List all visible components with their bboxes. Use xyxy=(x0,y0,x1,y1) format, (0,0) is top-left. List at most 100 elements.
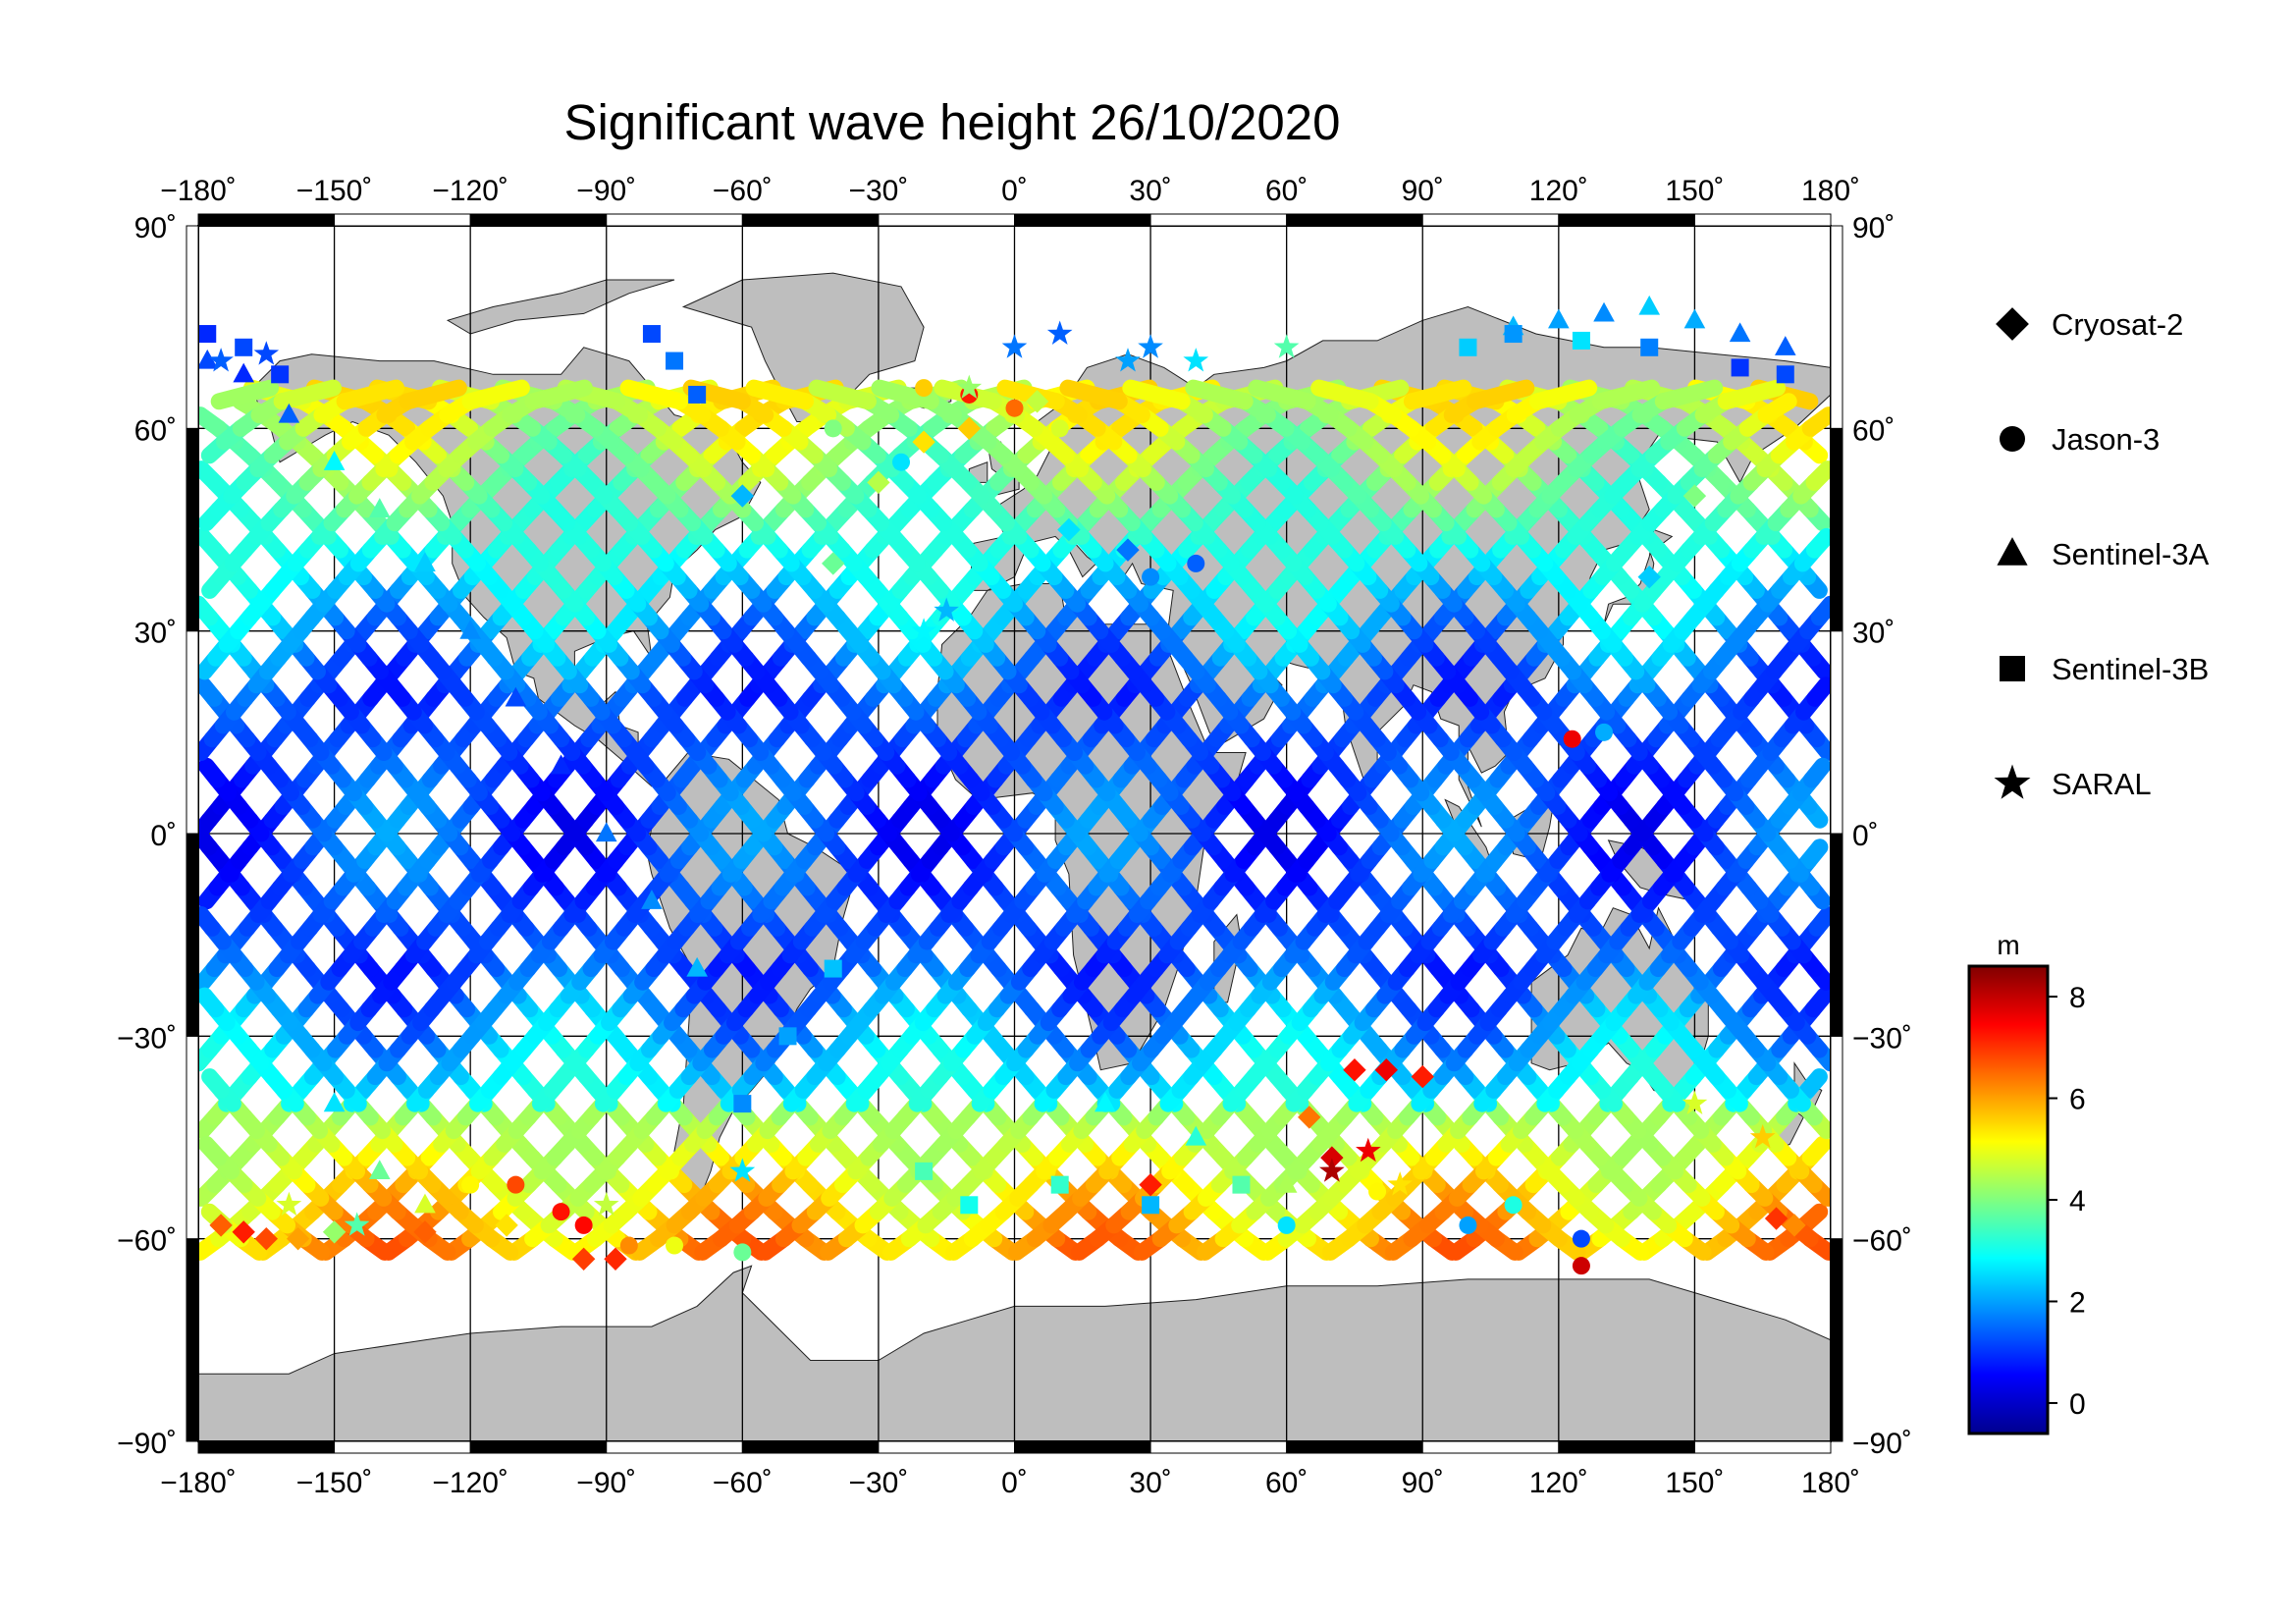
lat-tick-label-right: 30˚ xyxy=(1852,618,1895,650)
colorbar-tick-label: 0 xyxy=(2069,1388,2086,1421)
lon-tick-label-bottom: 0˚ xyxy=(1001,1467,1028,1499)
data-point-square xyxy=(666,352,684,370)
lat-tick-label-left: −60˚ xyxy=(117,1225,177,1258)
track-segment xyxy=(1806,676,1831,707)
track-segment xyxy=(1800,839,1829,869)
colorbar-tick-label: 8 xyxy=(2069,982,2086,1014)
data-point-triangle xyxy=(550,754,572,775)
lat-tick-label-left: 30˚ xyxy=(134,618,177,650)
colorbar-tick-label: 4 xyxy=(2069,1185,2086,1217)
data-point-diamond xyxy=(286,1226,310,1251)
frame-bar-top xyxy=(1693,213,1832,227)
legend-item-circle: Jason-3 xyxy=(2000,422,2160,457)
track-segment xyxy=(1248,379,1316,410)
frame-bar-right xyxy=(1830,1035,1843,1240)
data-point-circle xyxy=(1504,1196,1522,1215)
track-segment xyxy=(1591,379,1661,410)
data-point-circle xyxy=(1142,568,1160,586)
lon-tick-label-bottom: −120˚ xyxy=(432,1467,508,1499)
data-point-diamond xyxy=(322,1220,347,1244)
track-segment xyxy=(1757,393,1797,424)
data-point-diamond xyxy=(1783,1214,1806,1237)
data-point-star xyxy=(956,374,983,399)
data-point-diamond xyxy=(1057,517,1081,542)
lon-tick-label-top: 60˚ xyxy=(1265,175,1308,207)
lat-tick-label-right: 60˚ xyxy=(1852,414,1895,447)
lon-tick-label-top: −180˚ xyxy=(160,175,237,207)
lon-tick-label-bottom: 30˚ xyxy=(1129,1467,1171,1499)
lon-tick-label-bottom: −90˚ xyxy=(576,1467,636,1499)
track-segment xyxy=(198,757,226,788)
colorbar-tick-label: 2 xyxy=(2069,1286,2086,1319)
track-segment xyxy=(201,1068,230,1099)
data-point-triangle xyxy=(1548,308,1570,329)
frame-bar-bottom xyxy=(334,1440,471,1454)
data-point-square xyxy=(688,385,707,404)
track-segment xyxy=(1403,379,1472,410)
data-point-diamond xyxy=(232,1220,255,1244)
data-point-star xyxy=(1387,1171,1413,1196)
data-point-square xyxy=(1142,1196,1160,1215)
data-point-square xyxy=(1640,338,1659,356)
frame-bar-left xyxy=(186,833,199,1037)
data-point-circle xyxy=(461,1175,480,1194)
data-point-triangle xyxy=(595,822,617,842)
track-segment xyxy=(198,1135,228,1166)
track-segment xyxy=(745,379,814,410)
data-point-circle xyxy=(666,1236,684,1255)
data-point-star xyxy=(1356,1137,1381,1163)
data-point-triangle xyxy=(198,349,219,369)
data-point-square xyxy=(960,1196,979,1215)
data-point-square xyxy=(642,325,661,344)
track-segment xyxy=(336,379,404,410)
lon-tick-label-bottom: 90˚ xyxy=(1402,1467,1444,1499)
data-point-diamond xyxy=(1298,1106,1321,1129)
data-point-circle xyxy=(892,453,911,471)
lat-tick-label-left: 60˚ xyxy=(134,414,177,447)
data-point-triangle xyxy=(414,552,436,571)
data-point-triangle xyxy=(505,686,527,707)
data-point-star xyxy=(729,1158,756,1182)
data-point-circle xyxy=(1572,1229,1590,1248)
data-point-diamond xyxy=(571,1247,596,1271)
track-segment xyxy=(1059,379,1128,410)
data-point-triangle xyxy=(1593,301,1615,322)
data-point-square xyxy=(1232,1175,1251,1194)
frame-bar-left xyxy=(186,1238,199,1442)
data-point-triangle xyxy=(233,362,254,383)
frame-bar-bottom xyxy=(1421,1440,1560,1454)
data-point-circle xyxy=(552,1203,570,1221)
data-point-triangle xyxy=(414,1193,436,1214)
track-segment xyxy=(871,379,939,410)
frame-bar-right xyxy=(1830,630,1843,835)
data-point-triangle xyxy=(641,890,663,909)
track-segment xyxy=(1799,1068,1828,1099)
lon-tick-label-top: −120˚ xyxy=(432,175,508,207)
data-point-circle xyxy=(1050,419,1069,438)
track-segment xyxy=(399,379,467,410)
frame-bar-top xyxy=(606,213,743,227)
data-point-square xyxy=(1050,1175,1069,1194)
colorbar-unit-label: m xyxy=(1997,930,2019,960)
data-point-star xyxy=(1682,1090,1708,1114)
data-point-square xyxy=(1572,331,1590,350)
data-point-triangle xyxy=(368,498,391,517)
data-point-diamond xyxy=(1343,1058,1366,1082)
frame-bar-top xyxy=(1014,213,1151,227)
lon-tick-label-bottom: −180˚ xyxy=(160,1467,237,1499)
data-point-diamond xyxy=(1374,1058,1398,1082)
legend-triangle-icon xyxy=(1997,537,2028,566)
lon-tick-label-top: 180˚ xyxy=(1801,175,1860,207)
track-segment xyxy=(1801,1135,1831,1166)
data-point-diamond xyxy=(1139,1172,1162,1197)
data-point-star xyxy=(1138,334,1163,358)
data-point-square xyxy=(235,338,253,356)
legend-square-icon xyxy=(2000,656,2025,681)
lat-tick-label-right: −30˚ xyxy=(1852,1022,1912,1055)
frame-bar-top xyxy=(1558,213,1695,227)
lat-tick-label-left: −90˚ xyxy=(117,1428,177,1460)
data-point-square xyxy=(1776,365,1794,384)
data-point-triangle xyxy=(323,1092,346,1112)
data-point-triangle xyxy=(1275,1172,1298,1193)
legend-label: Cryosat-2 xyxy=(2052,307,2183,342)
